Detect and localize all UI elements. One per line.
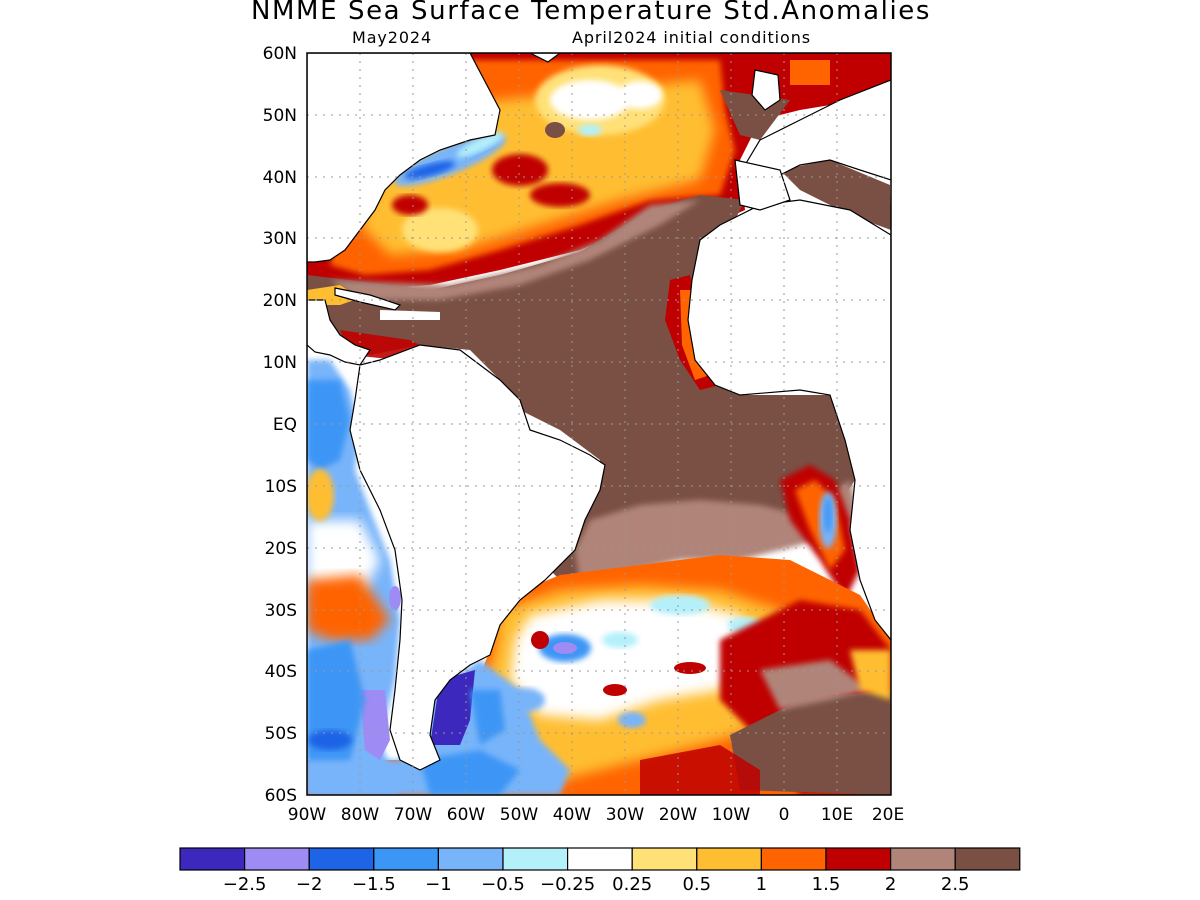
colorbar-swatch <box>825 847 892 871</box>
colorbar-label: 2 <box>885 874 896 895</box>
colorbar-swatch <box>760 847 827 871</box>
map-frame <box>306 52 892 796</box>
colorbar-swatch <box>954 847 1021 871</box>
colorbar-label: 0.25 <box>612 874 652 895</box>
colorbar-label: −0.25 <box>540 874 595 895</box>
lon-label: 10E <box>821 805 853 825</box>
lon-label: 0 <box>779 805 790 825</box>
lat-label: 60S <box>265 786 297 806</box>
lat-label: 30N <box>263 229 297 249</box>
forecast-month: May2024 <box>352 28 433 47</box>
lon-label: 60W <box>447 805 486 825</box>
lon-label: 50W <box>500 805 539 825</box>
lat-label: 60N <box>263 44 297 64</box>
colorbar-label: −1 <box>425 874 452 895</box>
lon-label: 10W <box>712 805 751 825</box>
colorbar-label: −1.5 <box>352 874 396 895</box>
colorbar-swatch <box>437 847 504 871</box>
landmasses <box>307 53 891 771</box>
colorbar-swatch <box>373 847 439 871</box>
lon-label: 30W <box>606 805 645 825</box>
lat-label: 10S <box>265 477 297 497</box>
lon-label: 20W <box>659 805 698 825</box>
south-america-land <box>349 344 606 771</box>
colorbar-swatch <box>502 847 569 871</box>
lat-label: 10N <box>263 353 297 373</box>
lat-label: 20N <box>263 291 297 311</box>
colorbar-swatch <box>889 847 956 871</box>
colorbar-label: 1 <box>756 874 767 895</box>
central-america-land <box>307 299 371 366</box>
colorbar-label: −2.5 <box>223 874 267 895</box>
lon-label: 70W <box>394 805 433 825</box>
cuba-land <box>334 287 402 311</box>
lon-label: 90W <box>288 805 327 825</box>
map-title: NMME Sea Surface Temperature Std.Anomali… <box>250 0 932 26</box>
lon-label: 40W <box>553 805 592 825</box>
iberia-land <box>734 159 791 211</box>
colorbar-swatch <box>244 847 310 871</box>
lon-label: 20E <box>872 805 904 825</box>
north-america-land <box>307 53 501 263</box>
anomaly-field <box>307 53 891 795</box>
colorbar-swatch <box>696 847 762 871</box>
latitude-axis: 60N 50N 40N 30N 20N 10N EQ 10S 20S 30S 4… <box>263 44 297 806</box>
lon-label: 80W <box>341 805 380 825</box>
lat-label: 20S <box>265 539 297 559</box>
colorbar-label: 1.5 <box>812 874 841 895</box>
colorbar-label: 2.5 <box>941 874 970 895</box>
lat-label: 40N <box>263 168 297 188</box>
colorbar-label: −2 <box>296 874 323 895</box>
initial-conditions: April2024 initial conditions <box>572 28 811 47</box>
lat-label: 40S <box>265 662 297 682</box>
lat-label: EQ <box>273 415 297 435</box>
lat-label: 30S <box>265 601 297 621</box>
benguela-anomaly <box>780 465 860 600</box>
greenland-tip-land <box>529 53 561 63</box>
colorbar-swatch <box>631 847 698 871</box>
colorbar-swatch <box>566 847 633 871</box>
british-isles-land <box>751 69 781 111</box>
africa-land <box>687 199 891 641</box>
colorbar-swatch <box>308 847 375 871</box>
tropical-atlantic-strong-anomaly <box>307 195 860 590</box>
lat-label: 50N <box>263 106 297 126</box>
longitude-axis: 90W 80W 70W 60W 50W 40W 30W 20W 10W 0 10… <box>288 805 904 825</box>
colorbar: −2.5 −2 −1.5 −1 −0.5 −0.25 0.25 0.5 1 1.5 2 2.5 <box>179 847 1021 895</box>
colorbar-swatch <box>179 847 246 871</box>
lat-label: 50S <box>265 724 297 744</box>
colorbar-label: −0.5 <box>481 874 525 895</box>
colorbar-label: 0.5 <box>682 874 711 895</box>
eastern-pacific-anomaly <box>307 360 401 795</box>
